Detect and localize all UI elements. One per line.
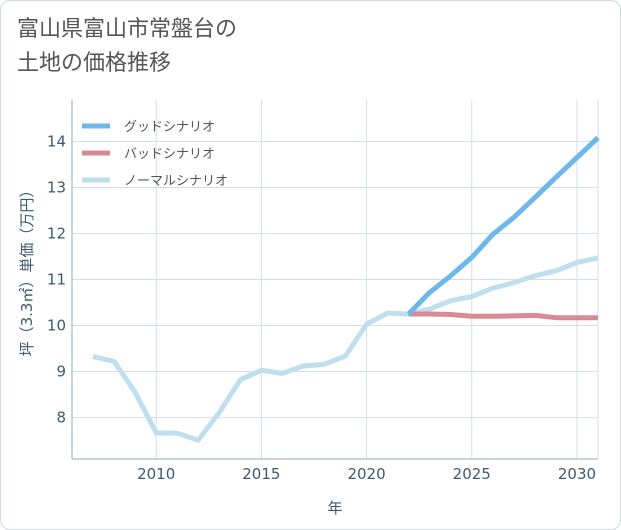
series-line-0 — [406, 135, 600, 316]
x-tick-label: 2030 — [558, 465, 596, 483]
series-lines — [92, 135, 600, 443]
x-tick-label: 2020 — [347, 465, 385, 483]
legend-label: ノーマルシナリオ — [124, 174, 228, 189]
chart-title-line2: 土地の価格推移 — [17, 51, 172, 76]
series-line-1 — [408, 311, 598, 321]
y-tick-label: 9 — [56, 363, 66, 381]
legend-label: グッドシナリオ — [124, 120, 215, 135]
x-axis-title: 年 — [327, 499, 342, 517]
y-axis-title: 坪（3.3㎡）単価（万円） — [18, 183, 36, 357]
x-tick-label: 2015 — [242, 465, 280, 483]
grid — [72, 100, 598, 459]
series-line-2 — [92, 255, 599, 443]
y-tick-label: 13 — [47, 178, 66, 196]
x-tick-label: 2025 — [453, 465, 491, 483]
y-tick-label: 12 — [47, 224, 66, 242]
y-tick-label: 14 — [47, 132, 66, 150]
chart-title: 富山県富山市常盤台の 土地の価格推移 — [17, 13, 237, 81]
chart-title-line1: 富山県富山市常盤台の — [17, 17, 238, 42]
y-tick-label: 10 — [47, 317, 66, 335]
legend-label: バッドシナリオ — [124, 147, 215, 162]
y-tick-label: 8 — [56, 409, 66, 427]
y-tick-label: 11 — [47, 271, 66, 289]
x-tick-label: 2010 — [137, 465, 175, 483]
axes: 2010 2015 2020 2025 2030 8 9 10 11 12 13 14 — [47, 100, 599, 483]
